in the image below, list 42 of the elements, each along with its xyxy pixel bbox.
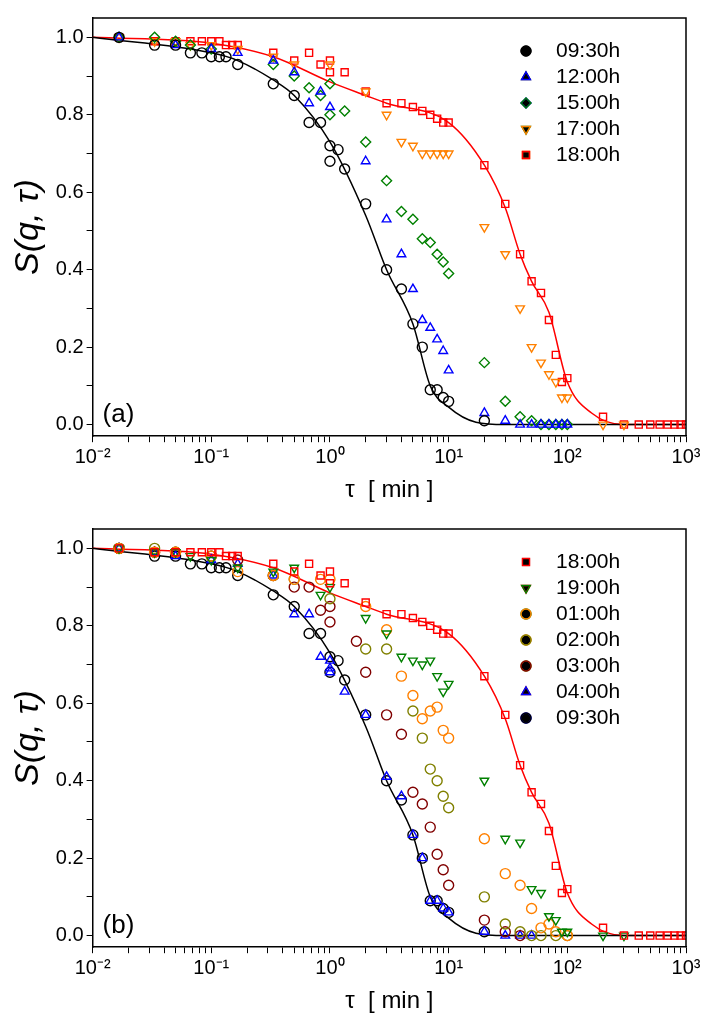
legend-label: 17:00h bbox=[556, 115, 621, 139]
legend-label: 18:00h bbox=[556, 548, 621, 572]
y-tick-label: 0.4 bbox=[55, 768, 84, 791]
x-tick-label: 10⁻¹ bbox=[193, 444, 230, 467]
x-tick-label: 10¹ bbox=[434, 955, 464, 978]
y-tick-label: 0.6 bbox=[55, 179, 84, 202]
y-tick-label: 1.0 bbox=[55, 24, 84, 47]
legend-label: 09:30h bbox=[556, 704, 621, 728]
x-tick-label: 10² bbox=[552, 955, 583, 978]
y-tick-label: 0.2 bbox=[55, 334, 84, 357]
legend-label: 02:00h bbox=[556, 626, 621, 650]
annotation: (a) bbox=[102, 398, 135, 429]
y-tick-label: 0.2 bbox=[55, 845, 84, 868]
legend-label: 01:00h bbox=[556, 600, 621, 624]
y-tick-label: 0.0 bbox=[55, 923, 84, 946]
x-tick-label: 10⁻¹ bbox=[193, 955, 230, 978]
x-tick-label: 10⁻² bbox=[74, 955, 111, 978]
legend-label: 09:30h bbox=[556, 37, 621, 61]
x-axis-title: τ [ min ] bbox=[345, 986, 434, 1014]
x-tick-label: 10¹ bbox=[434, 444, 464, 467]
legend-label: 03:00h bbox=[556, 652, 621, 676]
y-tick-label: 0.8 bbox=[55, 613, 84, 636]
y-axis-title: S(q, τ) bbox=[6, 690, 45, 787]
legend-label: 12:00h bbox=[556, 63, 621, 87]
y-tick-label: 0.6 bbox=[55, 690, 84, 713]
legend-label: 15:00h bbox=[556, 89, 621, 113]
y-tick-label: 1.0 bbox=[55, 535, 84, 558]
x-tick-label: 10² bbox=[552, 444, 583, 467]
y-axis-title: S(q, τ) bbox=[6, 179, 45, 276]
x-tick-label: 10⁰ bbox=[315, 955, 345, 978]
legend-label: 04:00h bbox=[556, 678, 621, 702]
x-tick-label: 10³ bbox=[671, 955, 701, 978]
legend-label: 19:00h bbox=[556, 574, 621, 598]
annotation: (b) bbox=[102, 909, 135, 940]
x-axis-title: τ [ min ] bbox=[345, 475, 434, 503]
y-tick-label: 0.0 bbox=[55, 412, 84, 435]
x-tick-label: 10³ bbox=[671, 444, 701, 467]
legend-label: 18:00h bbox=[556, 141, 621, 165]
x-tick-label: 10⁰ bbox=[315, 444, 345, 467]
y-tick-label: 0.8 bbox=[55, 102, 84, 125]
x-tick-label: 10⁻² bbox=[74, 444, 111, 467]
y-tick-label: 0.4 bbox=[55, 257, 84, 280]
